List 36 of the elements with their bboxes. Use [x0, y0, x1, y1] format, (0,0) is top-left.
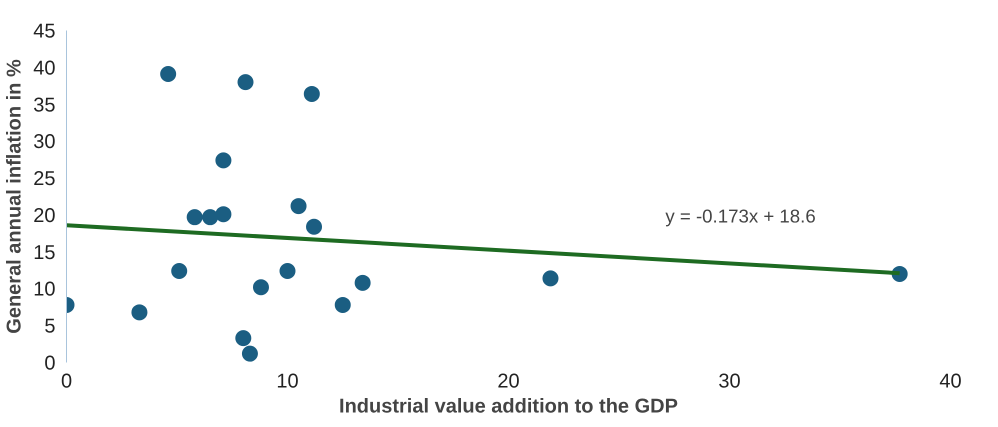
point — [252, 279, 269, 296]
point — [171, 263, 188, 279]
point — [131, 304, 148, 320]
x-tick-label: 0 — [60, 370, 72, 392]
point — [186, 209, 203, 226]
x-tick-label: 40 — [939, 370, 962, 392]
y-tick-label: 35 — [33, 94, 56, 116]
x-tick-label: 10 — [276, 370, 299, 392]
y-tick-label: 5 — [44, 316, 56, 338]
y-tick-label: 40 — [33, 57, 56, 80]
x-axis-title: Industrial value addition to the GDP — [339, 396, 678, 418]
y-tick-label: 15 — [33, 242, 56, 264]
y-tick-label: 10 — [33, 278, 56, 301]
y-tick-label: 30 — [33, 131, 56, 154]
point — [304, 86, 320, 102]
x-tick-label: 20 — [497, 370, 520, 392]
y-tick-label: 25 — [33, 168, 56, 190]
annotation: y = -0.173x + 18.6 — [665, 206, 816, 227]
x-tick-label: 30 — [718, 370, 741, 392]
point — [238, 74, 254, 90]
point — [215, 152, 232, 168]
point — [354, 274, 371, 291]
point — [306, 218, 322, 235]
point — [202, 209, 218, 226]
point — [242, 346, 258, 362]
point — [235, 330, 252, 346]
point — [290, 198, 307, 214]
point — [280, 263, 296, 279]
point — [334, 296, 351, 313]
y-tick-label: 0 — [44, 352, 56, 374]
y-tick-label: 45 — [33, 20, 56, 42]
y-tick-label: 20 — [33, 204, 56, 227]
y-axis-title: General annual inflation in % — [3, 59, 26, 334]
point — [542, 270, 558, 286]
point — [215, 206, 232, 222]
point — [160, 66, 176, 82]
